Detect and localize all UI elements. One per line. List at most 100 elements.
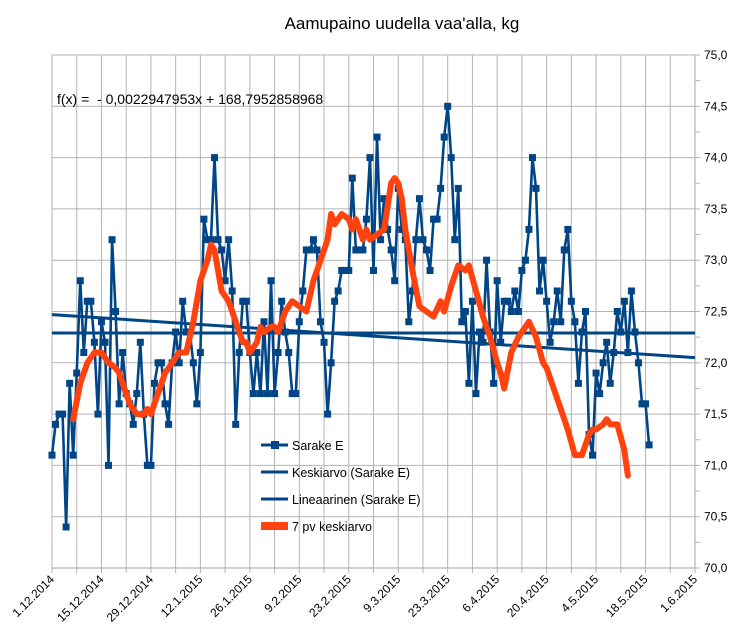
data-point	[606, 379, 614, 387]
y-tick-label: 75,0	[704, 48, 728, 62]
data-point	[574, 379, 582, 387]
data-point	[497, 338, 505, 346]
data-point	[592, 369, 600, 377]
data-point	[642, 400, 650, 408]
data-point	[119, 349, 127, 357]
data-point	[341, 266, 349, 274]
data-point	[179, 297, 187, 305]
data-point	[196, 349, 204, 357]
x-tick-label: 6.4.2015	[459, 572, 502, 615]
data-point	[543, 297, 551, 305]
data-point	[440, 133, 448, 141]
data-point	[391, 277, 399, 285]
data-point	[299, 287, 307, 295]
data-point	[278, 297, 286, 305]
data-point	[52, 420, 60, 428]
data-point	[292, 390, 300, 398]
data-point	[634, 359, 642, 367]
data-point	[172, 328, 180, 336]
data-point	[211, 154, 219, 162]
data-point	[228, 287, 236, 295]
data-point	[500, 297, 508, 305]
data-point	[182, 328, 190, 336]
y-tick-label: 70,5	[704, 510, 728, 524]
data-point	[207, 236, 215, 244]
data-point	[200, 215, 208, 223]
data-point	[115, 400, 123, 408]
data-point	[493, 277, 501, 285]
data-point	[564, 225, 572, 233]
data-point	[546, 338, 554, 346]
data-point	[327, 359, 335, 367]
data-point	[80, 349, 88, 357]
data-point	[161, 400, 169, 408]
data-point	[249, 390, 257, 398]
data-point	[560, 246, 568, 254]
data-point	[288, 390, 296, 398]
data-point	[345, 266, 353, 274]
data-point	[461, 308, 469, 315]
data-point	[550, 318, 558, 326]
data-point	[90, 338, 98, 346]
x-tick-label: 23.2.2015	[306, 572, 354, 620]
data-point	[143, 461, 151, 469]
data-point	[309, 236, 317, 244]
data-point	[384, 225, 392, 233]
data-point	[596, 390, 604, 398]
data-point	[525, 225, 533, 233]
data-point	[599, 359, 607, 367]
data-point	[514, 308, 522, 315]
data-point	[475, 328, 483, 336]
data-point	[567, 297, 575, 305]
data-point	[313, 246, 321, 254]
data-point	[225, 236, 233, 244]
data-point	[48, 451, 56, 459]
data-point	[366, 154, 374, 162]
data-point	[203, 236, 211, 244]
grid	[51, 54, 696, 569]
data-point	[285, 349, 293, 357]
data-point	[338, 266, 346, 274]
data-point	[539, 256, 547, 264]
x-tick-label: 1.6.2015	[657, 572, 700, 615]
y-tick-label: 70,0	[704, 561, 728, 575]
chart-title: Aamupaino uudella vaa'alla, kg	[285, 14, 520, 33]
data-point	[306, 246, 314, 254]
data-point	[377, 236, 385, 244]
y-tick-label: 71,0	[704, 458, 728, 472]
data-point	[578, 328, 586, 336]
data-point	[154, 359, 162, 367]
data-point	[281, 328, 289, 336]
data-point	[620, 297, 628, 305]
data-point	[66, 379, 74, 387]
data-point	[133, 390, 141, 398]
data-point	[105, 461, 113, 469]
data-point	[472, 390, 480, 398]
data-point	[264, 390, 272, 398]
data-point	[645, 441, 653, 449]
x-tick-label: 12.1.2015	[158, 572, 206, 620]
x-tick-label: 26.1.2015	[207, 572, 255, 620]
x-tick-label: 4.5.2015	[558, 572, 601, 615]
data-point	[334, 287, 342, 295]
data-point	[387, 246, 395, 254]
data-point	[97, 318, 105, 326]
data-point	[359, 246, 367, 254]
y-tick-label: 74,5	[704, 99, 728, 113]
x-tick-label: 9.3.2015	[360, 572, 403, 615]
data-point	[638, 400, 646, 408]
data-point	[631, 328, 639, 336]
y-tick-label: 73,0	[704, 253, 728, 267]
data-point	[373, 133, 381, 141]
y-axis-ticks: 70,0 70,5 71,0 71,5 72,0 72,5 73,0 73,5 74,0 74,5…	[704, 48, 728, 575]
data-point	[380, 195, 388, 203]
data-point	[193, 400, 201, 408]
y-tick-label: 72,0	[704, 356, 728, 370]
data-point	[218, 246, 226, 254]
x-tick-label: 18.5.2015	[603, 572, 651, 620]
data-point	[76, 277, 84, 285]
data-point	[465, 379, 473, 387]
data-point	[87, 297, 95, 305]
